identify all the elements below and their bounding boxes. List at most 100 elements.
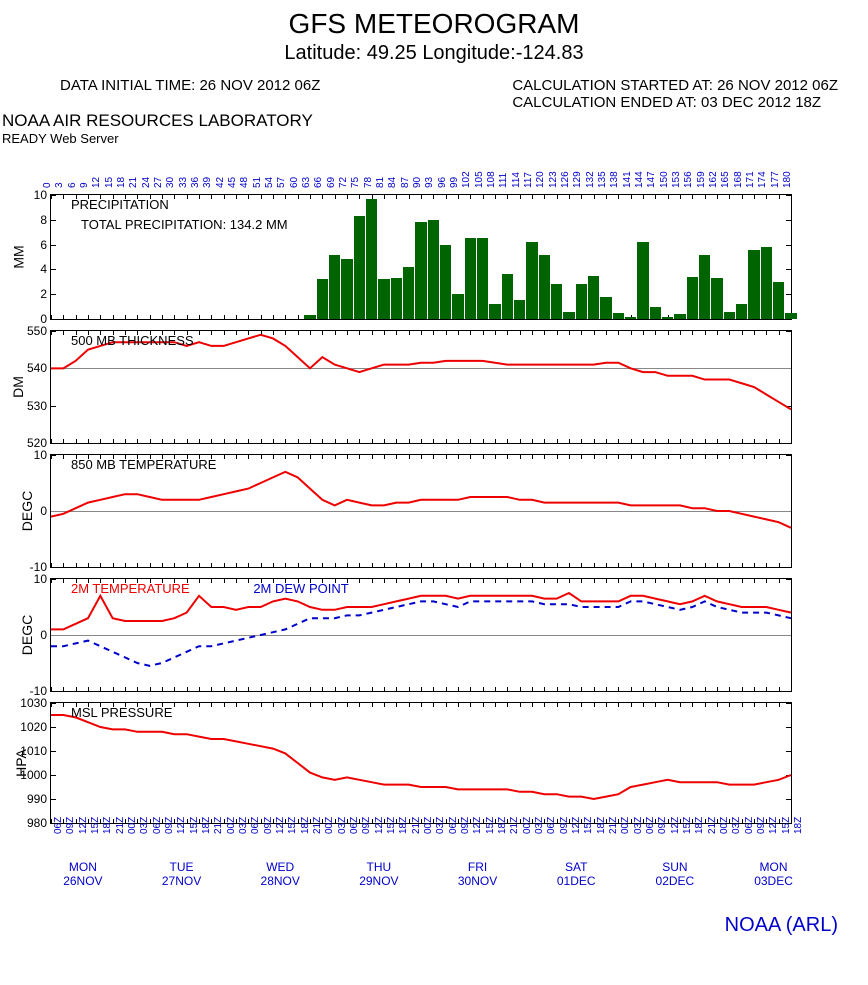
time-tick-label: 12Z [275, 817, 286, 834]
time-tick-label: 09Z [263, 817, 274, 834]
ytick-label: 2 [13, 287, 47, 301]
forecast-hour-label: 108 [486, 171, 497, 188]
forecast-hour-label: 48 [239, 177, 250, 188]
time-tick-label: 18Z [300, 817, 311, 834]
precip-bar [551, 284, 562, 319]
precip-bar [304, 315, 315, 319]
forecast-hour-label: 87 [400, 177, 411, 188]
forecast-hour-label: 102 [461, 171, 472, 188]
precip-title: PRECIPITATION [71, 197, 169, 212]
forecast-hour-label: 27 [153, 177, 164, 188]
main-title: GFS METEOROGRAM [0, 8, 868, 40]
precip-bar [403, 267, 414, 319]
precip-bar [625, 317, 636, 319]
mslp-title: MSL PRESSURE [71, 705, 172, 720]
precip-bar [329, 255, 340, 319]
thickness-panel: DM 500 MB THICKNESS 520530540550 [50, 330, 792, 444]
time-tick-label: 15Z [583, 817, 594, 834]
forecast-hour-label: 81 [375, 177, 386, 188]
calc-start: CALCULATION STARTED AT: 26 NOV 2012 06Z [512, 77, 838, 94]
precip-bar [465, 238, 476, 319]
forecast-hour-label: 99 [449, 177, 460, 188]
ytick-label: 1030 [13, 696, 47, 710]
day-label: SUN02DEC [656, 860, 695, 888]
time-tick-label: 00Z [719, 817, 730, 834]
precip-bar [637, 242, 648, 319]
time-tick-label: 03Z [238, 817, 249, 834]
forecast-hour-label: 114 [511, 172, 522, 188]
forecast-hour-label: 141 [622, 171, 633, 188]
precip-bar [600, 297, 611, 319]
precip-bar [354, 216, 365, 319]
ytick-label: 6 [13, 238, 47, 252]
day-label: FRI30NOV [458, 860, 497, 888]
thickness-title: 500 MB THICKNESS [71, 333, 194, 348]
precip-subtitle: TOTAL PRECIPITATION: 134.2 MM [81, 217, 288, 232]
precip-bar [699, 255, 710, 319]
time-tick-label: 09Z [756, 817, 767, 834]
ytick-label: 10 [13, 572, 47, 586]
time-tick-label: 00Z [226, 817, 237, 834]
time-tick-label: 09Z [361, 817, 372, 834]
time-tick-label: 06Z [250, 817, 261, 834]
forecast-hour-label: 165 [720, 171, 731, 188]
time-tick-label: 12Z [670, 817, 681, 834]
precip-bar [748, 250, 759, 319]
calc-end: CALCULATION ENDED AT: 03 DEC 2012 18Z [512, 94, 838, 111]
noaa-label: NOAA AIR RESOURCES LABORATORY [0, 111, 868, 131]
forecast-hour-label: 45 [227, 177, 238, 188]
time-tick-label: 18Z [201, 817, 212, 834]
forecast-hour-label: 150 [659, 171, 670, 188]
ytick-label: 0 [13, 628, 47, 642]
forecast-hour-label: 171 [745, 171, 756, 188]
time-tick-label: 18Z [102, 817, 113, 834]
header-row: DATA INITIAL TIME: 26 NOV 2012 06Z CALCU… [0, 77, 868, 111]
initial-time: DATA INITIAL TIME: 26 NOV 2012 06Z [60, 77, 320, 94]
precip-bar [502, 274, 513, 319]
precip-bar [391, 278, 402, 319]
time-tick-label: 09Z [164, 817, 175, 834]
t850-panel: DEGC 850 MB TEMPERATURE -10010 [50, 454, 792, 568]
forecast-hour-label: 21 [128, 177, 139, 188]
precip-bar [687, 277, 698, 319]
charts-region: MM PRECIPITATION TOTAL PRECIPITATION: 13… [50, 194, 848, 824]
precip-bar [514, 300, 525, 319]
precip-bar [724, 312, 735, 319]
time-tick-label: 03Z [534, 817, 545, 834]
precip-bar [378, 279, 389, 319]
time-tick-label: 06Z [152, 817, 163, 834]
forecast-hour-label: 6 [67, 182, 78, 188]
ytick-label: 4 [13, 262, 47, 276]
time-tick-label: 00Z [324, 817, 335, 834]
forecast-hour-label: 174 [757, 171, 768, 188]
time-tick-label: 03Z [139, 817, 150, 834]
time-tick-label: 21Z [213, 817, 224, 834]
forecast-hour-label: 147 [646, 171, 657, 188]
time-tick-label: 12Z [176, 817, 187, 834]
ytick-label: 550 [13, 324, 47, 338]
mslp-panel: HPA MSL PRESSURE 9809901000101010201030 [50, 702, 792, 824]
forecast-hour-label: 33 [178, 177, 189, 188]
time-tick-label: 21Z [509, 817, 520, 834]
forecast-hour-label: 159 [696, 171, 707, 188]
forecast-hour-label: 111 [498, 173, 509, 188]
time-tick-label: 03Z [337, 817, 348, 834]
precip-bar [341, 259, 352, 319]
precip-bar [440, 245, 451, 319]
precip-bar [452, 294, 463, 319]
time-tick-label: 00Z [620, 817, 631, 834]
forecast-hour-label: 105 [474, 171, 485, 188]
precip-bar [428, 220, 439, 319]
forecast-hour-label: 30 [165, 177, 176, 188]
precip-panel: MM PRECIPITATION TOTAL PRECIPITATION: 13… [50, 194, 792, 320]
precip-bar [576, 284, 587, 319]
time-tick-label: 06Z [546, 817, 557, 834]
time-tick-label: 21Z [608, 817, 619, 834]
t2m-panel: DEGC 2M TEMPERATURE 2M DEW POINT -10010 [50, 578, 792, 692]
precip-bar [477, 238, 488, 319]
forecast-hour-label: 39 [202, 177, 213, 188]
footer-credit: NOAA (ARL) [0, 914, 868, 937]
precip-bar [539, 255, 550, 319]
time-tick-label: 12Z [571, 817, 582, 834]
day-label: SAT01DEC [557, 860, 596, 888]
